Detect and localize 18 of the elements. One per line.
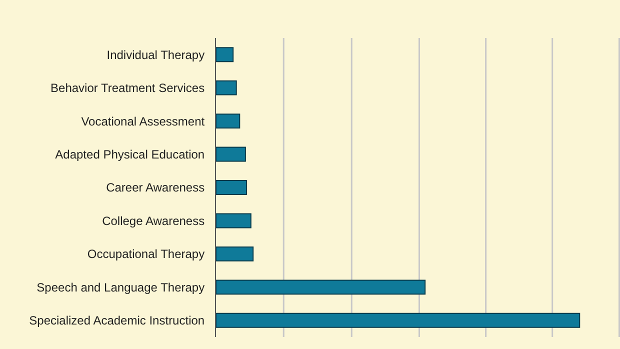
y-tick-label: Speech and Language Therapy [36,280,205,294]
bar [216,146,246,162]
bar [216,80,237,96]
y-tick-label: College Awareness [102,214,205,228]
bar [216,246,254,262]
y-tick-label: Career Awareness [106,180,205,195]
y-tick-label: Occupational Therapy [87,247,205,262]
bar [216,312,580,328]
y-tick-label: Specialized Academic Instruction [29,314,205,328]
bar [216,280,426,295]
y-tick-label: Adapted Physical Education [55,147,205,162]
bar [216,213,252,228]
bar [216,47,234,62]
y-tick-label: Individual Therapy [106,48,205,62]
bar [216,114,240,129]
bar [216,180,248,195]
y-tick-label: Behavior Treatment Services [50,81,205,96]
y-tick-label: Vocational Assessment [81,114,206,128]
